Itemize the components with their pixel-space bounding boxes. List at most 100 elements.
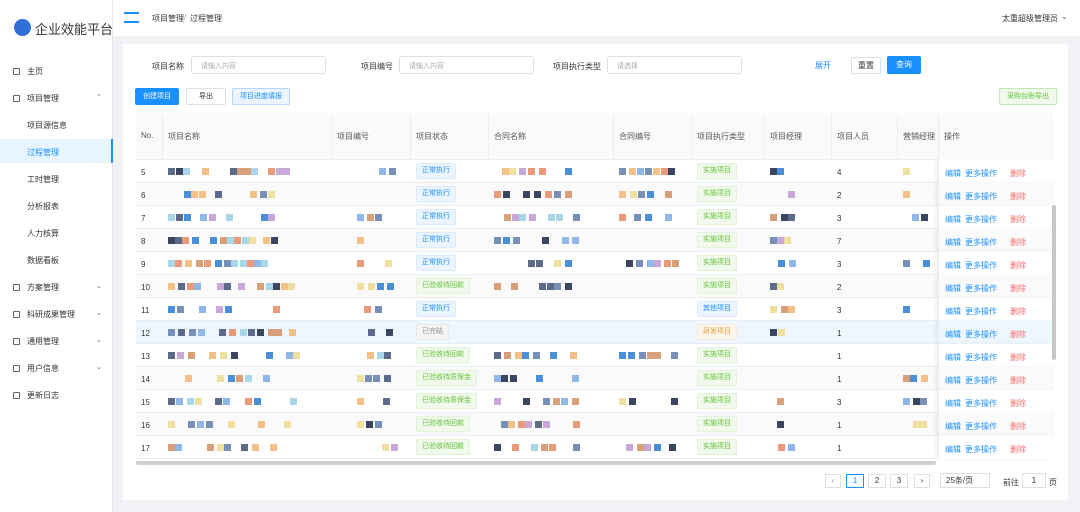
redacted	[536, 375, 543, 382]
action-delete[interactable]: 删除	[1010, 399, 1026, 408]
action-more[interactable]: 更多操作	[965, 238, 997, 247]
action-edit[interactable]: 编辑	[945, 422, 961, 431]
action-edit[interactable]: 编辑	[945, 261, 961, 270]
redacted	[637, 444, 644, 451]
btn-reset[interactable]: 重置	[851, 57, 881, 74]
action-more[interactable]: 更多操作	[965, 399, 997, 408]
redacted	[545, 191, 552, 198]
action-edit[interactable]: 编辑	[945, 399, 961, 408]
page-number[interactable]: 3	[890, 474, 908, 488]
redacted	[543, 398, 550, 405]
action-edit[interactable]: 编辑	[945, 284, 961, 293]
action-more[interactable]: 更多操作	[965, 261, 997, 270]
action-edit[interactable]: 编辑	[945, 445, 961, 454]
action-more[interactable]: 更多操作	[965, 215, 997, 224]
table-row[interactable]	[136, 436, 1054, 459]
page-size[interactable]: 25条/页	[940, 473, 990, 488]
redacted	[220, 352, 227, 359]
action-delete[interactable]: 删除	[1010, 307, 1026, 316]
redacted	[184, 214, 191, 221]
action-edit[interactable]: 编辑	[945, 238, 961, 247]
breadcrumb[interactable]: 项目管理	[152, 14, 184, 23]
action-delete[interactable]: 删除	[1010, 376, 1026, 385]
submenu-item[interactable]: 项目源信息	[27, 121, 67, 130]
page-number[interactable]: 2	[868, 474, 886, 488]
action-delete[interactable]: 删除	[1010, 330, 1026, 339]
action-delete[interactable]: 删除	[1010, 261, 1026, 270]
page-number[interactable]: 1	[846, 474, 864, 488]
action-more[interactable]: 更多操作	[965, 169, 997, 178]
btn-search[interactable]: 查询	[887, 56, 921, 74]
action-edit[interactable]: 编辑	[945, 330, 961, 339]
action-delete[interactable]: 删除	[1010, 169, 1026, 178]
redacted	[230, 168, 237, 175]
action-delete[interactable]: 删除	[1010, 192, 1026, 201]
action-more[interactable]: 更多操作	[965, 376, 997, 385]
table-row[interactable]	[136, 183, 1054, 206]
table-row[interactable]	[136, 160, 1054, 183]
menu-item[interactable]: 方案管理	[27, 283, 59, 292]
table-row[interactable]	[136, 252, 1054, 275]
submenu-item[interactable]: 人力核算	[27, 229, 59, 238]
filter-input[interactable]: 请输入内容	[191, 56, 326, 74]
action-more[interactable]: 更多操作	[965, 192, 997, 201]
redacted	[263, 237, 270, 244]
action-delete[interactable]: 删除	[1010, 422, 1026, 431]
action-more[interactable]: 更多操作	[965, 307, 997, 316]
table-row[interactable]	[136, 321, 1054, 344]
action-more[interactable]: 更多操作	[965, 445, 997, 454]
menu-item[interactable]: 更新日志	[27, 391, 59, 400]
action-more[interactable]: 更多操作	[965, 422, 997, 431]
table-row[interactable]	[136, 413, 1054, 436]
redacted	[268, 214, 275, 221]
action-edit[interactable]: 编辑	[945, 215, 961, 224]
table-row[interactable]	[136, 344, 1054, 367]
menu-item[interactable]: 通用管理	[27, 337, 59, 346]
page-next[interactable]: ›	[914, 474, 930, 488]
filter-input[interactable]: 请输入内容	[399, 56, 534, 74]
action-edit[interactable]: 编辑	[945, 376, 961, 385]
menu-item[interactable]: 用户信息	[27, 364, 59, 373]
btn-create[interactable]: 创建项目	[135, 88, 179, 105]
btn-progress[interactable]: 项目进度填报	[232, 88, 290, 105]
action-delete[interactable]: 删除	[1010, 215, 1026, 224]
action-edit[interactable]: 编辑	[945, 169, 961, 178]
table-row[interactable]	[136, 229, 1054, 252]
table-row[interactable]	[136, 298, 1054, 321]
filter-expand[interactable]: 展开	[815, 61, 831, 70]
redacted	[261, 214, 268, 221]
goto-input[interactable]: 1	[1022, 473, 1046, 488]
action-delete[interactable]: 删除	[1010, 445, 1026, 454]
page-prev[interactable]: ‹	[825, 474, 841, 488]
action-edit[interactable]: 编辑	[945, 307, 961, 316]
action-delete[interactable]: 删除	[1010, 353, 1026, 362]
table-row[interactable]	[136, 206, 1054, 229]
action-more[interactable]: 更多操作	[965, 284, 997, 293]
collapse-icon[interactable]	[124, 12, 139, 23]
table-row[interactable]	[136, 390, 1054, 413]
submenu-item[interactable]: 分析报表	[27, 202, 59, 211]
table-row[interactable]	[136, 367, 1054, 390]
redacted	[502, 168, 509, 175]
action-edit[interactable]: 编辑	[945, 192, 961, 201]
table-row[interactable]	[136, 275, 1054, 298]
action-col-bg	[938, 367, 1052, 390]
action-delete[interactable]: 删除	[1010, 284, 1026, 293]
action-edit[interactable]: 编辑	[945, 353, 961, 362]
action-delete[interactable]: 删除	[1010, 238, 1026, 247]
redacted	[788, 306, 795, 313]
filter-input[interactable]: 请选择	[607, 56, 742, 74]
submenu-item[interactable]: 数据看板	[27, 256, 59, 265]
redacted	[251, 168, 258, 175]
action-more[interactable]: 更多操作	[965, 330, 997, 339]
user-name[interactable]: 太重超级管理员	[1002, 14, 1058, 23]
submenu-item[interactable]: 过程管理	[27, 148, 59, 157]
menu-item[interactable]: 主页	[27, 67, 43, 76]
btn-purchase-export[interactable]: 采购台账导出	[999, 88, 1057, 105]
menu-item[interactable]: 科研成果管理	[27, 310, 75, 319]
submenu-item[interactable]: 工时管理	[27, 175, 59, 184]
action-more[interactable]: 更多操作	[965, 353, 997, 362]
menu-item[interactable]: 项目管理	[27, 94, 59, 103]
redacted	[250, 191, 257, 198]
btn-export[interactable]: 导出	[186, 88, 226, 105]
